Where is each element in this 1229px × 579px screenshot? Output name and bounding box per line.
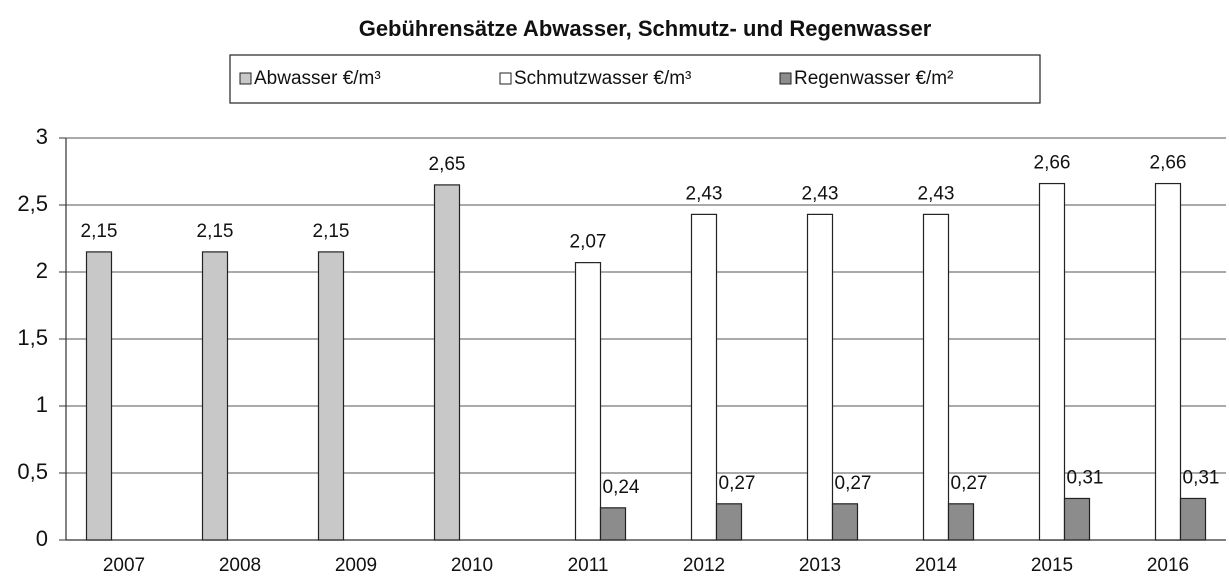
chart-title: Gebührensätze Abwasser, Schmutz- und Reg… — [359, 16, 932, 41]
data-label: 0,27 — [951, 473, 988, 494]
x-tick-label: 2013 — [799, 555, 841, 576]
x-tick-label: 2008 — [219, 555, 261, 576]
bar — [922, 213, 950, 541]
legend-label: Abwasser €/m³ — [254, 68, 381, 89]
x-tick-label: 2011 — [568, 555, 609, 576]
legend-swatch — [239, 72, 252, 85]
data-label: 2,43 — [686, 183, 723, 204]
x-tick-label: 2007 — [103, 555, 145, 576]
bar — [317, 251, 345, 541]
data-label: 2,65 — [429, 154, 466, 175]
y-tick-label: 2 — [36, 258, 48, 283]
y-tick-label: 0,5 — [17, 459, 48, 484]
data-label: 2,43 — [918, 183, 955, 204]
bar — [201, 251, 229, 541]
bar — [806, 213, 834, 541]
y-tick-label: 1 — [36, 392, 48, 417]
legend-label: Schmutzwasser €/m³ — [514, 68, 691, 89]
x-tick-label: 2016 — [1147, 555, 1189, 576]
y-tick-label: 3 — [36, 124, 48, 149]
x-tick-label: 2015 — [1031, 555, 1073, 576]
bar — [85, 251, 113, 541]
x-tick-label: 2014 — [915, 555, 958, 576]
data-label: 0,31 — [1183, 467, 1220, 488]
y-tick-label: 1,5 — [17, 325, 48, 350]
bar — [1063, 497, 1091, 541]
data-label: 2,15 — [81, 221, 118, 242]
data-label: 2,15 — [197, 221, 234, 242]
bar — [690, 213, 718, 541]
bar — [599, 507, 627, 541]
legend-swatch — [499, 72, 512, 85]
x-tick-label: 2009 — [335, 555, 377, 576]
data-label: 2,43 — [802, 183, 839, 204]
data-label: 2,66 — [1034, 153, 1071, 174]
bar — [947, 503, 975, 541]
bar — [1179, 497, 1207, 541]
bar — [715, 503, 743, 541]
legend-label: Regenwasser €/m² — [794, 68, 953, 89]
data-label: 0,24 — [603, 477, 640, 498]
legend-box — [229, 54, 1041, 104]
bar — [433, 184, 461, 541]
data-label: 2,66 — [1150, 153, 1187, 174]
bar — [1154, 182, 1182, 541]
data-label: 0,27 — [835, 473, 872, 494]
data-label: 2,15 — [313, 221, 350, 242]
bar — [831, 503, 859, 541]
data-label: 0,27 — [719, 473, 756, 494]
bar — [1038, 182, 1066, 541]
y-tick-label: 2,5 — [17, 191, 48, 216]
data-label: 0,31 — [1067, 467, 1104, 488]
bar — [574, 262, 602, 541]
y-tick-label: 0 — [36, 526, 48, 551]
data-label: 2,07 — [570, 232, 607, 253]
legend-swatch — [779, 72, 792, 85]
x-tick-label: 2012 — [683, 555, 725, 576]
x-tick-label: 2010 — [451, 555, 493, 576]
